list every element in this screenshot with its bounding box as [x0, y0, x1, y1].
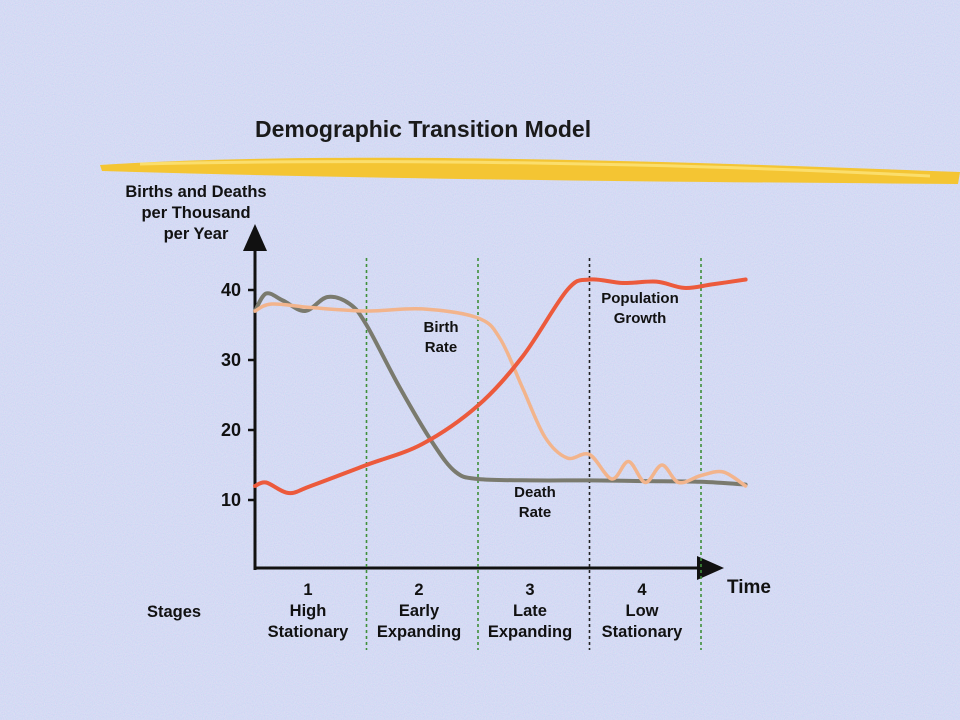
y-tick-label-10: 10: [221, 490, 241, 510]
y-tick-label-30: 30: [221, 350, 241, 370]
death-rate-line: [253, 291, 748, 487]
highlighter-stroke-decoration: [100, 157, 960, 184]
y-axis-label-line-3: per Year: [164, 225, 229, 243]
death-rate-label-line-2: Rate: [519, 504, 552, 521]
population-growth-line: [253, 277, 748, 496]
y-axis-label-line-2: per Thousand: [141, 204, 250, 222]
stage-2-line-2: Expanding: [377, 623, 461, 641]
stages-label: Stages: [147, 603, 201, 621]
stage-2-number: 2: [414, 581, 423, 599]
chart-title: Demographic Transition Model: [255, 116, 591, 142]
stage-dividers: [365, 258, 702, 650]
death-rate-label-line-1: Death: [514, 484, 556, 501]
stage-2-line-1: Early: [399, 602, 440, 620]
stage-4-line-2: Stationary: [602, 623, 684, 641]
birth-rate-annotation: Birth Rate: [424, 319, 459, 356]
stage-3-line-1: Late: [513, 602, 547, 620]
birth-rate-line: [253, 302, 748, 488]
death-rate-annotation: Death Rate: [514, 484, 556, 521]
stage-3-line-2: Expanding: [488, 623, 572, 641]
stage-1-label: 1 High Stationary: [268, 581, 350, 641]
y-tick-label-20: 20: [221, 420, 241, 440]
highlighter-shine: [139, 160, 931, 178]
y-axis-label-line-1: Births and Deaths: [125, 183, 266, 201]
stage-4-number: 4: [637, 581, 647, 599]
birth-rate-label-line-1: Birth: [424, 319, 459, 336]
stage-1-number: 1: [303, 581, 312, 599]
stage-3-number: 3: [525, 581, 534, 599]
series-layer: [253, 277, 748, 496]
birth-rate-label-line-2: Rate: [425, 339, 458, 356]
stage-3-label: 3 Late Expanding: [488, 581, 572, 641]
population-growth-label-line-2: Growth: [614, 310, 667, 327]
population-growth-label-line-1: Population: [601, 290, 679, 307]
stage-1-line-2: Stationary: [268, 623, 350, 641]
stage-2-label: 2 Early Expanding: [377, 581, 461, 641]
x-axis-label-time: Time: [727, 577, 771, 598]
y-tick-label-40: 40: [221, 280, 241, 300]
stage-4-label: 4 Low Stationary: [602, 581, 684, 641]
y-axis-label: Births and Deaths per Thousand per Year: [125, 183, 266, 243]
stage-1-line-1: High: [290, 602, 327, 620]
population-growth-annotation: Population Growth: [601, 290, 679, 327]
y-axis-ticks: 10 20 30 40: [221, 280, 255, 510]
stage-4-line-1: Low: [626, 602, 659, 620]
